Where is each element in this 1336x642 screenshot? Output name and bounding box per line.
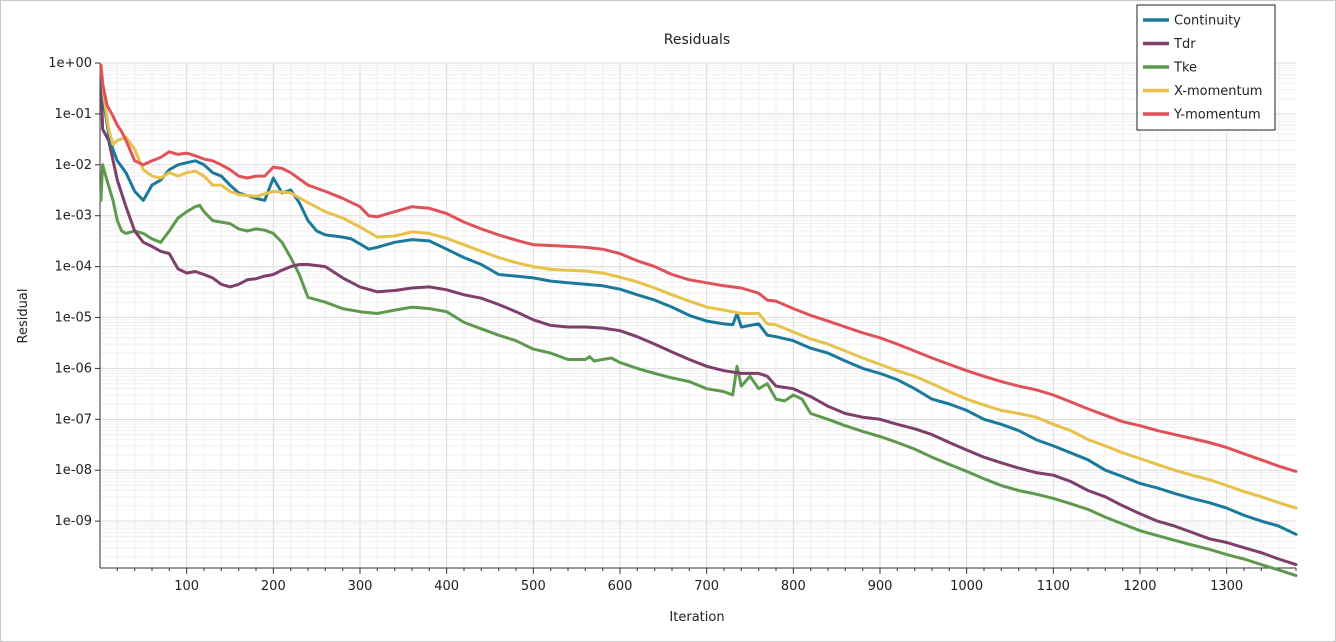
x-tick-label: 600	[608, 579, 633, 594]
x-tick-label: 500	[521, 579, 546, 594]
x-tick-label: 900	[868, 579, 893, 594]
y-tick-label: 1e-01	[54, 107, 92, 122]
x-tick-label: 800	[781, 579, 806, 594]
y-tick-label: 1e-02	[54, 158, 92, 173]
series-line-y-momentum	[99, 63, 1298, 473]
x-tick-label: 300	[348, 579, 373, 594]
x-tick-label: 1200	[1123, 579, 1156, 594]
x-tick-label: 1100	[1037, 579, 1070, 594]
series-line-tdr	[99, 63, 1298, 567]
axes: 100 200 300 400 500 600 700 800 900 1000 1100 1200 1…	[48, 56, 1297, 594]
x-tick-label: 100	[174, 579, 199, 594]
legend-label: Tke	[1173, 61, 1197, 76]
y-tick-label: 1e-09	[54, 514, 92, 529]
x-tick-label: 400	[434, 579, 459, 594]
y-tick-label: 1e-07	[54, 412, 92, 427]
x-tick-label: 700	[694, 579, 719, 594]
y-tick-label: 1e-03	[54, 209, 92, 224]
y-axis-title: Residual	[16, 289, 31, 344]
x-tick-label: 1000	[950, 579, 983, 594]
series-group	[99, 63, 1298, 578]
y-tick-label: 1e-05	[54, 311, 92, 326]
series-line-x-momentum	[99, 63, 1298, 510]
chart-title: Residuals	[664, 32, 730, 48]
legend-label: X-momentum	[1174, 84, 1262, 99]
x-tick-label: 1300	[1210, 579, 1243, 594]
series-line-tke	[99, 163, 1298, 578]
legend-label: Y-momentum	[1173, 108, 1261, 123]
grid	[100, 62, 1296, 568]
y-tick-label: 1e-08	[54, 463, 92, 478]
legend-label: Continuity	[1174, 14, 1241, 29]
legend: Continuity Tdr Tke X-momentum Y-momentum	[1136, 4, 1276, 131]
x-axis-title: Iteration	[669, 610, 724, 625]
legend-label: Tdr	[1173, 37, 1196, 52]
series-line-continuity	[99, 66, 1298, 536]
y-tick-label: 1e-04	[54, 260, 92, 275]
y-tick-label: 1e-06	[54, 361, 92, 376]
y-tick-label: 1e+00	[48, 56, 92, 71]
x-tick-label: 200	[261, 579, 286, 594]
